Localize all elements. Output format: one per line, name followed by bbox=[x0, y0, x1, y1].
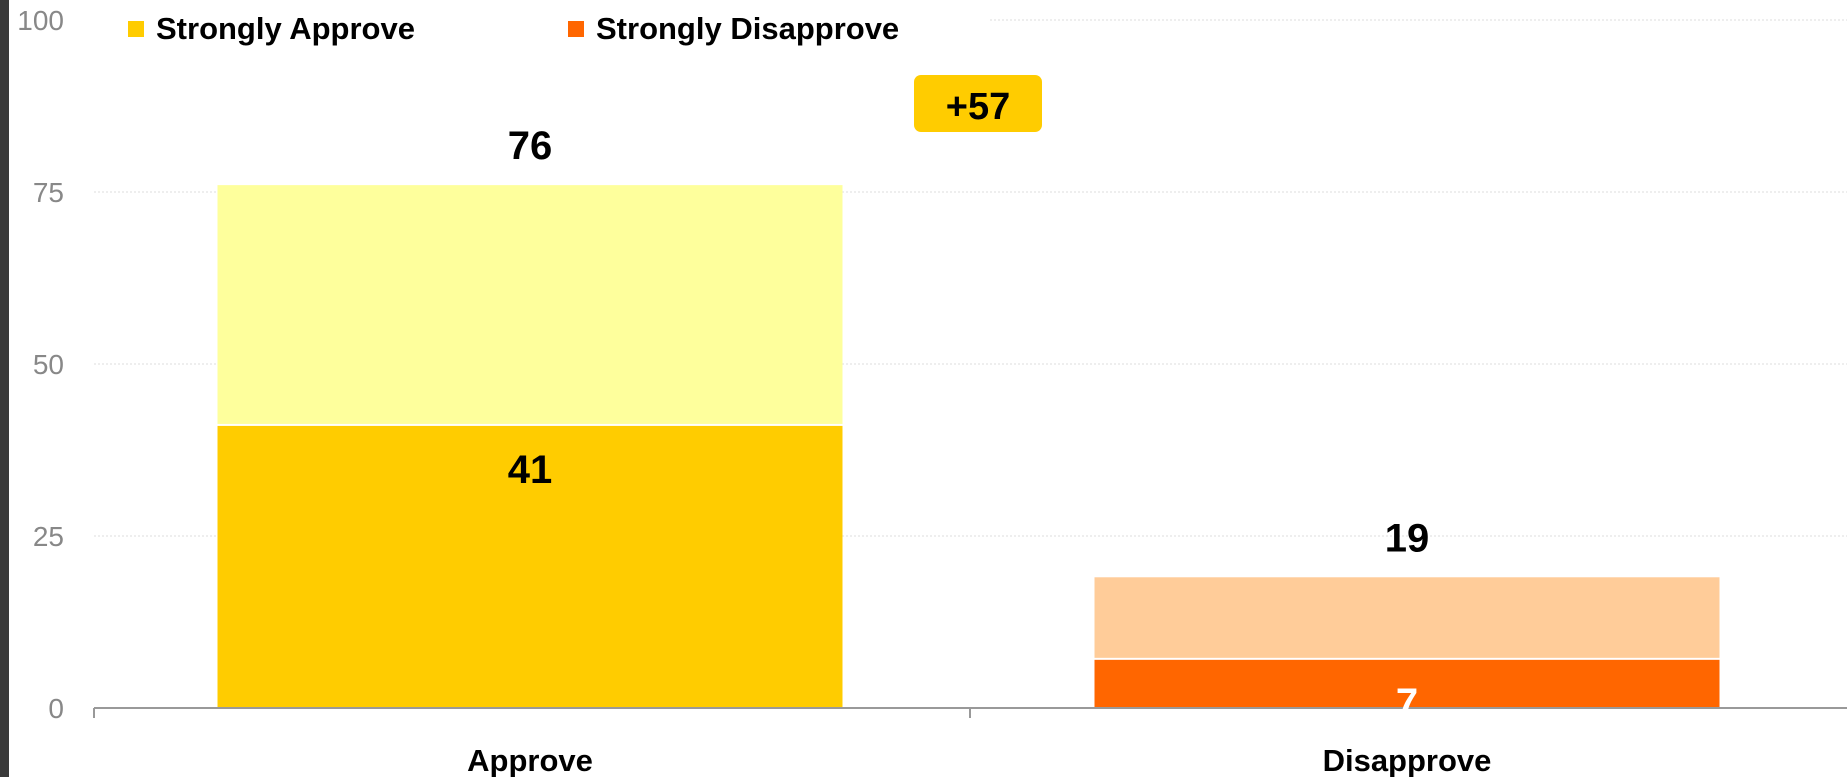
bar-segment-approve bbox=[217, 185, 843, 424]
legend-label: Strongly Approve bbox=[156, 11, 415, 46]
bar-segment-strongly-disapprove bbox=[1094, 659, 1720, 708]
strong-value-label: 7 bbox=[1396, 681, 1418, 725]
legend-label: Strongly Disapprove bbox=[596, 11, 899, 46]
net-badge-box bbox=[914, 75, 1042, 132]
window-edge bbox=[0, 0, 9, 777]
net-badge-label: +57 bbox=[946, 86, 1010, 128]
net-badge: +57 bbox=[914, 75, 1042, 132]
total-value-label: 19 bbox=[1385, 516, 1430, 560]
y-tick-label: 75 bbox=[33, 177, 64, 208]
y-tick-label: 0 bbox=[48, 693, 64, 724]
y-tick-label: 100 bbox=[17, 5, 64, 36]
legend-swatch bbox=[128, 21, 144, 37]
legend-swatch bbox=[568, 21, 584, 37]
total-value-label: 76 bbox=[508, 124, 553, 168]
legend: Strongly Approve Strongly Disapprove bbox=[128, 11, 899, 46]
axes: 0 25 50 75 100 Approve Disapprove bbox=[17, 5, 1847, 777]
bars bbox=[217, 185, 1720, 708]
x-tick-label: Disapprove bbox=[1323, 743, 1492, 777]
bar-segment-disapprove bbox=[1094, 577, 1720, 658]
y-tick-label: 25 bbox=[33, 521, 64, 552]
strong-value-label: 41 bbox=[508, 448, 553, 492]
data-labels: 76 41 19 7 bbox=[508, 124, 1430, 725]
x-tick-label: Approve bbox=[467, 743, 593, 777]
y-tick-label: 50 bbox=[33, 349, 64, 380]
bar-segment-strongly-approve bbox=[217, 425, 843, 708]
